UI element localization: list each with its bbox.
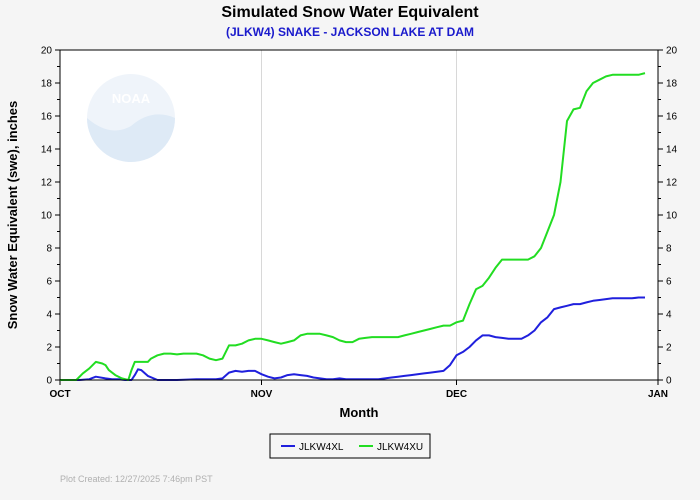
y-tick-label-right: 2: [666, 343, 672, 354]
y-tick-label: 6: [46, 277, 52, 288]
x-axis: OCT NOV DEC JAN: [49, 380, 668, 400]
plot-created-timestamp: Plot Created: 12/27/2025 7:46pm PST: [60, 474, 213, 484]
y-tick-label-right: 4: [666, 310, 672, 321]
y-axis-label: Snow Water Equivalent (swe), inches: [5, 101, 20, 330]
y-tick-label: 4: [46, 310, 52, 321]
x-tick-label: OCT: [49, 389, 70, 400]
noaa-watermark-logo: NOAA: [87, 74, 175, 162]
y-tick-label: 10: [41, 211, 53, 222]
y-tick-label: 2: [46, 343, 52, 354]
legend: JLKW4XL JLKW4XU: [269, 433, 431, 459]
y-tick-label: 0: [46, 376, 52, 387]
series-line-jlkw4xu: [60, 72, 646, 381]
y-tick-label-right: 18: [666, 79, 678, 90]
y-tick-label: 14: [41, 145, 53, 156]
gridlines: [261, 50, 457, 380]
y-tick-label: 8: [46, 244, 52, 255]
plot-frame: [59, 49, 659, 381]
x-tick-label: NOV: [251, 389, 273, 400]
y-tick-label: 18: [41, 79, 53, 90]
y-tick-label-right: 8: [666, 244, 672, 255]
y-tick-label: 20: [41, 46, 53, 57]
series-line-jlkw4xl: [60, 296, 645, 381]
y-tick-label-right: 6: [666, 277, 672, 288]
y-tick-label-right: 16: [666, 112, 678, 123]
y-axis-right: 0 2 4 6 8 10 12 14 16 18 20: [658, 46, 678, 387]
y-tick-label-right: 10: [666, 211, 678, 222]
watermark-text: NOAA: [112, 91, 151, 106]
y-tick-label: 12: [41, 178, 53, 189]
y-tick-label-right: 14: [666, 145, 678, 156]
legend-label-jlkw4xu: JLKW4XU: [377, 442, 423, 453]
y-tick-label: 16: [41, 112, 53, 123]
y-axis-left: 0 2 4 6 8 10 12 14 16 18 20: [41, 46, 60, 387]
legend-box: [269, 433, 431, 459]
series-lines: [60, 72, 646, 381]
chart-title: Simulated Snow Water Equivalent: [221, 4, 479, 21]
x-tick-label: JAN: [648, 389, 668, 400]
x-axis-label: Month: [340, 405, 379, 420]
x-tick-label: DEC: [446, 389, 467, 400]
legend-label-jlkw4xl: JLKW4XL: [299, 442, 344, 453]
chart-subtitle: (JLKW4) SNAKE - JACKSON LAKE AT DAM: [226, 25, 474, 39]
y-tick-label-right: 0: [666, 376, 672, 387]
y-tick-label-right: 20: [666, 46, 678, 57]
y-tick-label-right: 12: [666, 178, 678, 189]
